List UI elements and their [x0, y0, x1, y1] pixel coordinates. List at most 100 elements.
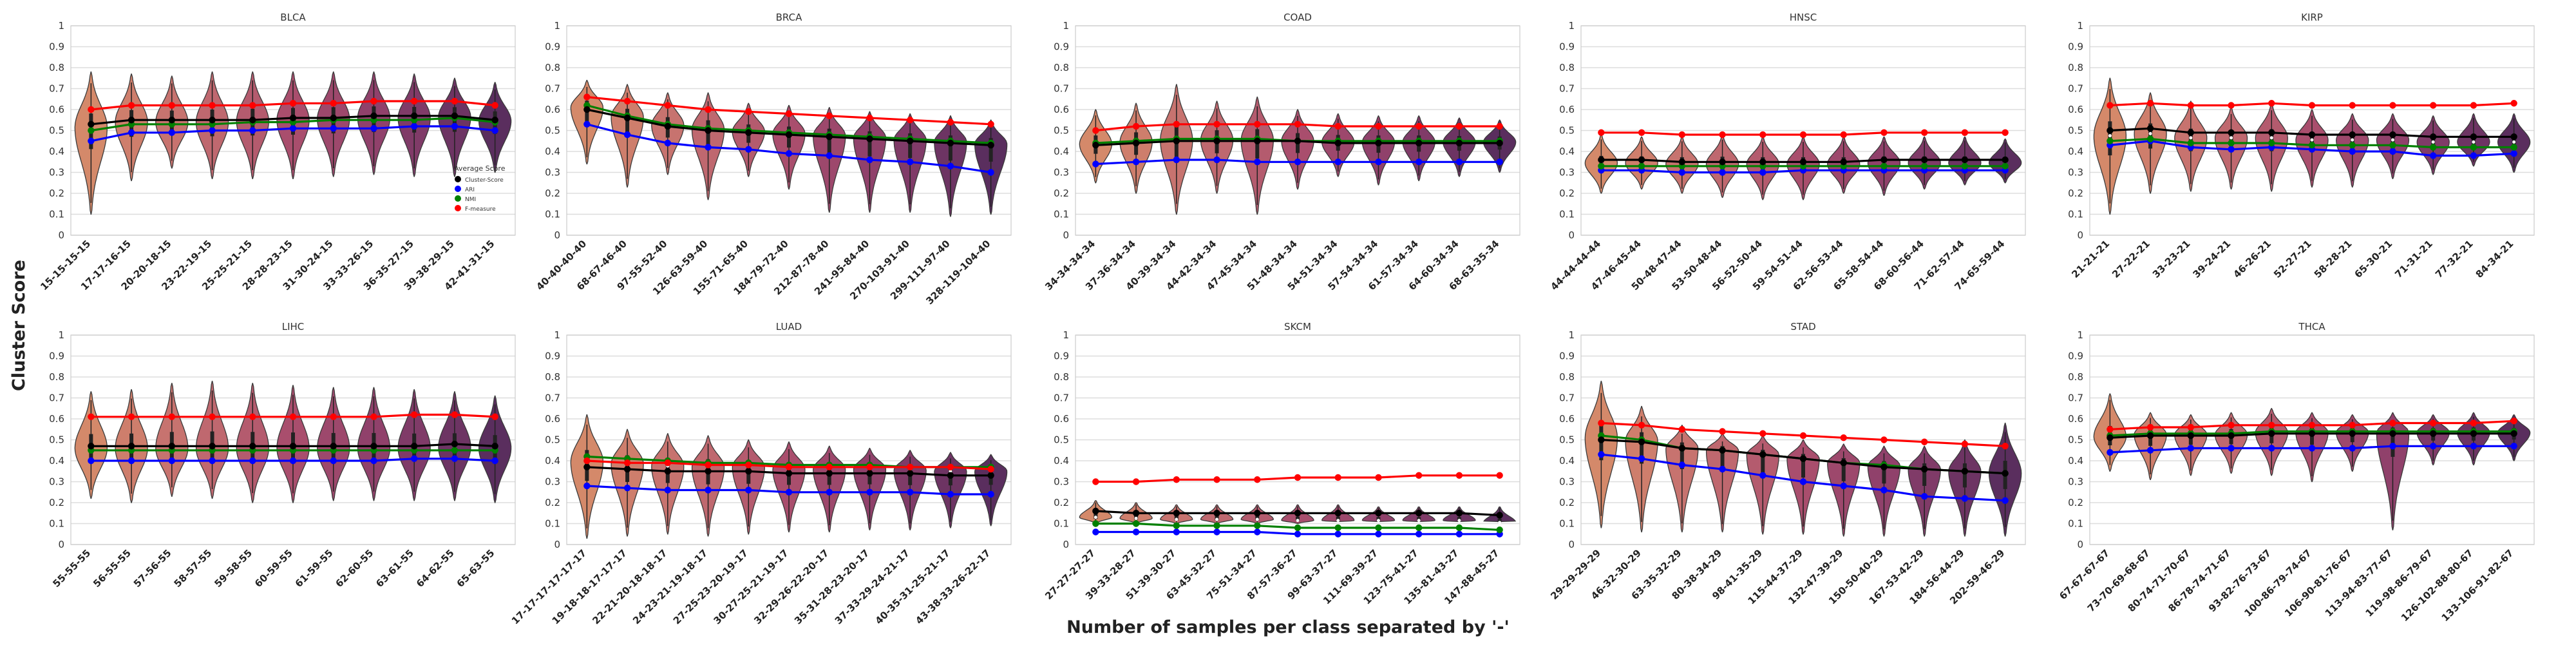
plot-frame [1580, 334, 2026, 545]
series-point [2228, 129, 2235, 136]
x-tick-label: 35-31-28-23-20-17 [792, 547, 871, 626]
violin-box [1882, 461, 1886, 484]
series-point [410, 411, 418, 418]
series-point [2268, 421, 2275, 429]
series-point [1719, 131, 1726, 139]
series-point [451, 440, 459, 448]
series-point [1920, 493, 1928, 500]
series-point [2470, 420, 2477, 427]
series-point [2146, 423, 2154, 431]
series-point [1598, 129, 1605, 136]
violin-box [948, 135, 952, 161]
violin-box [1801, 454, 1805, 478]
series-point [705, 144, 712, 151]
y-tick-label: 0.6 [1559, 104, 1575, 115]
x-tick-label: 65-30-21 [2352, 238, 2394, 280]
series-point [2389, 430, 2396, 437]
series-point [1455, 159, 1463, 166]
series-point [330, 413, 337, 420]
violin-box [1922, 463, 1927, 486]
y-tick-label: 0 [1063, 539, 1069, 550]
series-point [2107, 434, 2114, 441]
series-point [289, 114, 297, 122]
series-point [2389, 420, 2396, 427]
x-tick-label: 84-34-21 [2474, 238, 2516, 280]
series-point [2107, 102, 2114, 109]
series-point [1092, 507, 1099, 515]
panel-hnsc: HNSC00.10.20.30.40.50.60.70.80.9144-44-4… [1548, 12, 2026, 293]
plot-frame [2089, 25, 2535, 236]
series-point [2429, 102, 2437, 109]
series-point [451, 455, 459, 462]
series-point [1092, 127, 1099, 134]
series-point [2349, 131, 2356, 139]
series-point [88, 127, 95, 134]
series-point [1496, 526, 1503, 534]
series-point [249, 457, 256, 465]
y-tick-label: 0.7 [1559, 83, 1575, 95]
violin-box [1497, 518, 1502, 523]
legend-entry: F-measure [465, 206, 496, 213]
series-point [583, 482, 591, 490]
series-point [1213, 137, 1220, 144]
series-point [2187, 139, 2195, 147]
panel-title: LUAD [776, 321, 802, 333]
series-point [410, 455, 418, 462]
series-point [987, 490, 994, 498]
series-point [1759, 131, 1766, 139]
y-tick-label: 0.9 [545, 41, 560, 53]
series-point [623, 465, 631, 473]
y-tick-label: 0.4 [1559, 146, 1575, 157]
series-point [410, 443, 418, 450]
panel-lihc: LIHC 0 0.1 0.2 0.3 0.4 0.5 0.6 0.7 0.8 0.9 1 55-55-5… [49, 321, 516, 590]
series-point [1961, 129, 1969, 136]
series-point [1294, 524, 1302, 532]
y-tick-label: 0 [58, 229, 64, 241]
series-point [583, 463, 591, 470]
series-point [826, 152, 833, 159]
series-point [785, 110, 793, 117]
series-point [1455, 524, 1463, 532]
series-point [866, 156, 873, 164]
violin-box [1841, 458, 1846, 481]
series-point [2308, 445, 2316, 452]
series-point [1880, 463, 1888, 470]
y-tick-label: 0.9 [2068, 351, 2083, 362]
y-tick-label: 0.7 [545, 83, 560, 95]
series-point [1799, 455, 1807, 462]
series-point [128, 102, 135, 109]
series-point [1294, 530, 1302, 537]
y-tick-label: 0.5 [545, 434, 560, 446]
series-point [2429, 443, 2437, 450]
series-point [370, 443, 377, 450]
series-point [1719, 428, 1726, 435]
series-point [1638, 421, 1645, 429]
x-tick-label: 77-32-21 [2433, 238, 2476, 280]
series-point [623, 114, 631, 122]
violin-median [2431, 140, 2435, 144]
series-point [88, 413, 95, 420]
series-point [745, 129, 752, 136]
series-point [785, 488, 793, 496]
series-point [209, 413, 216, 420]
legend-entry: NMI [465, 197, 476, 203]
series-point [2187, 432, 2195, 439]
y-tick-label: 0.5 [2068, 125, 2083, 137]
series-point [1254, 137, 1261, 144]
series-point [1678, 131, 1686, 139]
series-point [1961, 440, 1969, 448]
x-tick-label: 27-25-23-20-19-17 [671, 547, 750, 626]
series-point [906, 159, 914, 166]
series-point [2308, 102, 2316, 109]
series-point [2429, 144, 2437, 151]
plot-frame [1075, 334, 1520, 545]
series-point [2349, 445, 2356, 452]
series-point [370, 125, 377, 132]
series-point [2389, 443, 2396, 450]
y-tick-label: 0.4 [2068, 146, 2083, 157]
y-tick-label: 0.2 [1054, 188, 1069, 199]
plot-frame [1075, 25, 1520, 236]
y-tick-label: 0.4 [1054, 146, 1069, 157]
series-point [2470, 144, 2477, 151]
series-point [2187, 445, 2195, 452]
